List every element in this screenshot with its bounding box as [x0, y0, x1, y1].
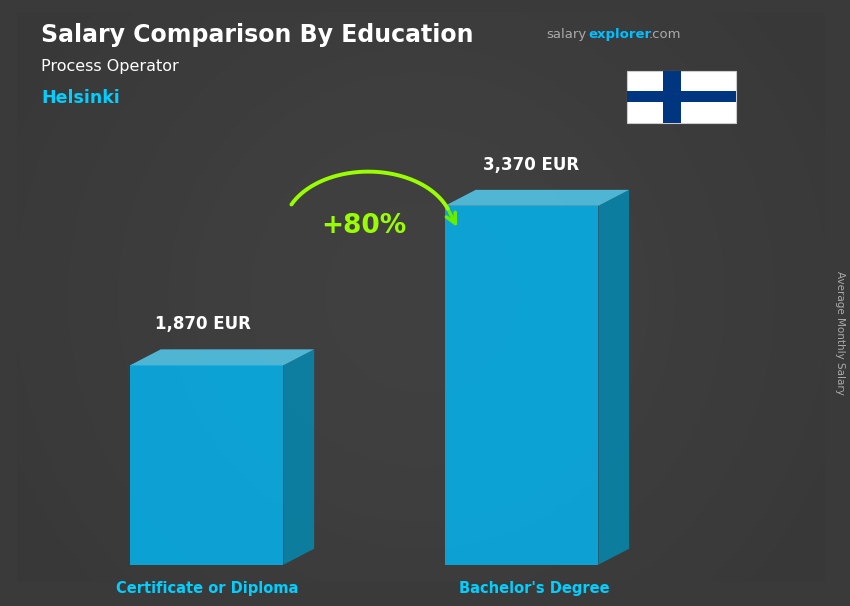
Polygon shape	[598, 190, 629, 565]
Text: explorer: explorer	[588, 28, 651, 41]
Polygon shape	[130, 365, 283, 565]
Polygon shape	[445, 206, 598, 565]
Text: Helsinki: Helsinki	[41, 88, 120, 107]
Polygon shape	[663, 71, 681, 123]
Text: Average Monthly Salary: Average Monthly Salary	[835, 271, 845, 395]
Text: 1,870 EUR: 1,870 EUR	[155, 315, 251, 333]
Text: +80%: +80%	[321, 213, 407, 239]
Text: Salary Comparison By Education: Salary Comparison By Education	[41, 23, 473, 47]
Polygon shape	[283, 349, 314, 565]
Polygon shape	[626, 91, 736, 102]
Text: .com: .com	[649, 28, 681, 41]
Polygon shape	[445, 190, 629, 206]
Polygon shape	[130, 349, 314, 365]
Polygon shape	[626, 71, 736, 123]
Text: Certificate or Diploma: Certificate or Diploma	[116, 581, 298, 596]
Text: Bachelor's Degree: Bachelor's Degree	[459, 581, 609, 596]
Text: 3,370 EUR: 3,370 EUR	[483, 156, 579, 174]
Text: Process Operator: Process Operator	[41, 59, 179, 74]
Text: salary: salary	[546, 28, 586, 41]
